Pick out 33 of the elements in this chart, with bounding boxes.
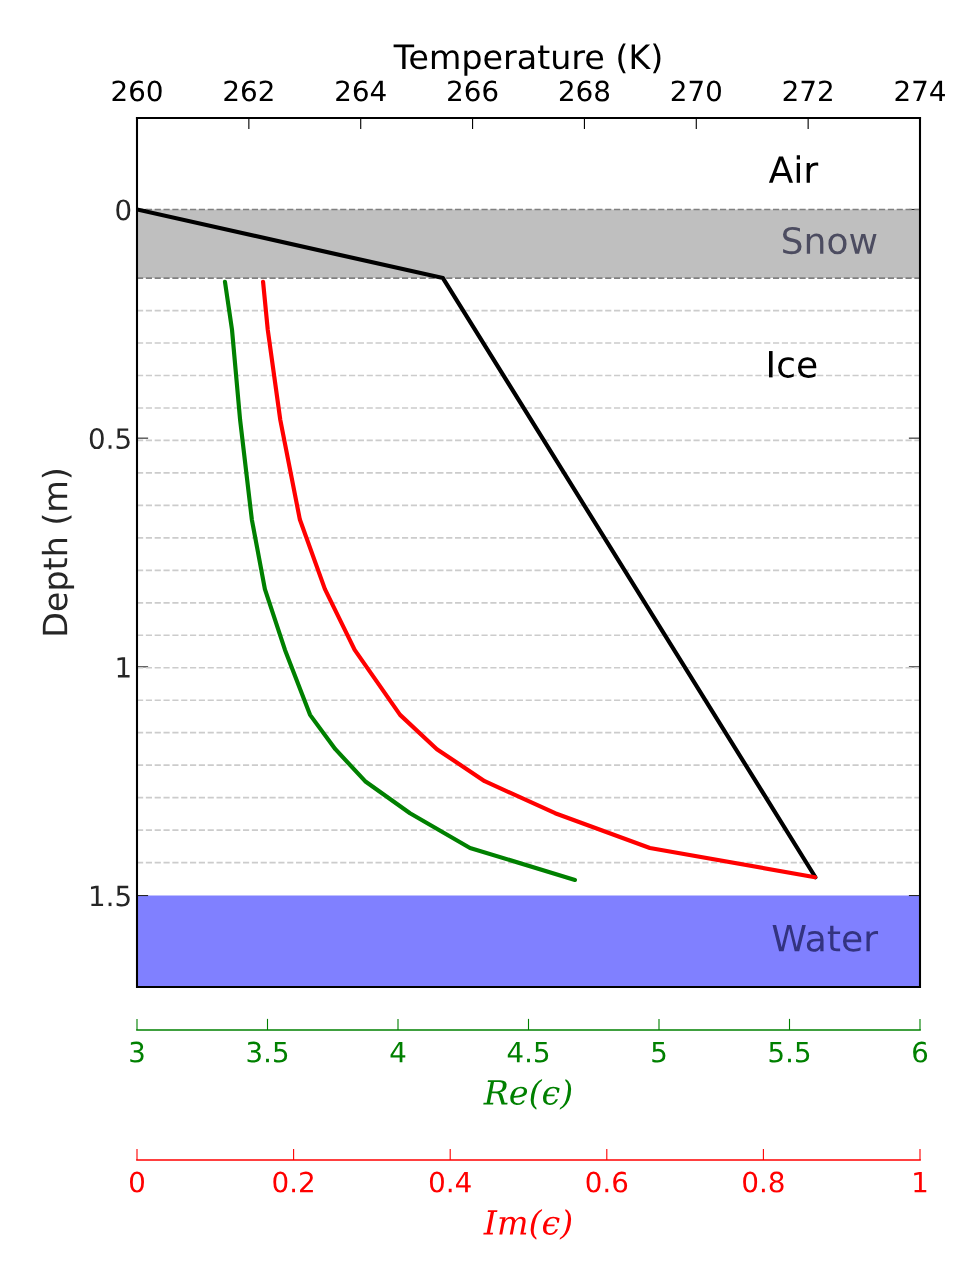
y-axis-title: Depth (m)	[41, 470, 75, 635]
x2-tick-label: 274	[895, 80, 945, 102]
x-tick-label: 3.5	[247, 1041, 288, 1063]
y-tick-label: 0	[116, 199, 131, 221]
x2-tick-label: 272	[783, 80, 832, 102]
annotation: Ice	[769, 351, 817, 378]
y-tick-label: 1	[117, 657, 130, 678]
annotation: Air	[768, 155, 819, 183]
x2-tick-label: 266	[448, 80, 498, 102]
x2-tick-label: 262	[224, 80, 273, 102]
x2-tick-label: 270	[671, 80, 721, 102]
x-tick-label: 3	[130, 1041, 144, 1063]
x2-tick-label: 264	[336, 80, 386, 102]
x-tick-label: 6	[913, 1041, 928, 1063]
band-label: Water	[772, 924, 879, 952]
x-tick-label: 0.4	[429, 1171, 471, 1193]
x2-tick-label: 260	[112, 80, 162, 102]
x-tick-label: 4.5	[507, 1041, 549, 1063]
x-tick-label: 5.5	[769, 1041, 810, 1063]
y-tick-label: 1.5	[91, 885, 130, 907]
x-tick-label: 0.2	[273, 1171, 313, 1193]
x-tick-label: 0.6	[586, 1171, 628, 1193]
x-tick-label: 4	[390, 1041, 406, 1063]
line-series	[222, 279, 578, 883]
y-tick-label: 0.5	[89, 428, 130, 450]
x-axis-title: Im(ϵ)	[483, 1209, 572, 1240]
x-axis-title: Re(ϵ)	[483, 1079, 572, 1110]
x2-axis-title: Temperature (K)	[393, 43, 661, 76]
x-tick-label: 1	[914, 1171, 927, 1193]
x-tick-label: 0.8	[743, 1171, 784, 1193]
x-tick-label: 5	[652, 1041, 666, 1063]
x2-tick-label: 268	[559, 80, 610, 102]
band-label: Snow	[783, 226, 877, 255]
